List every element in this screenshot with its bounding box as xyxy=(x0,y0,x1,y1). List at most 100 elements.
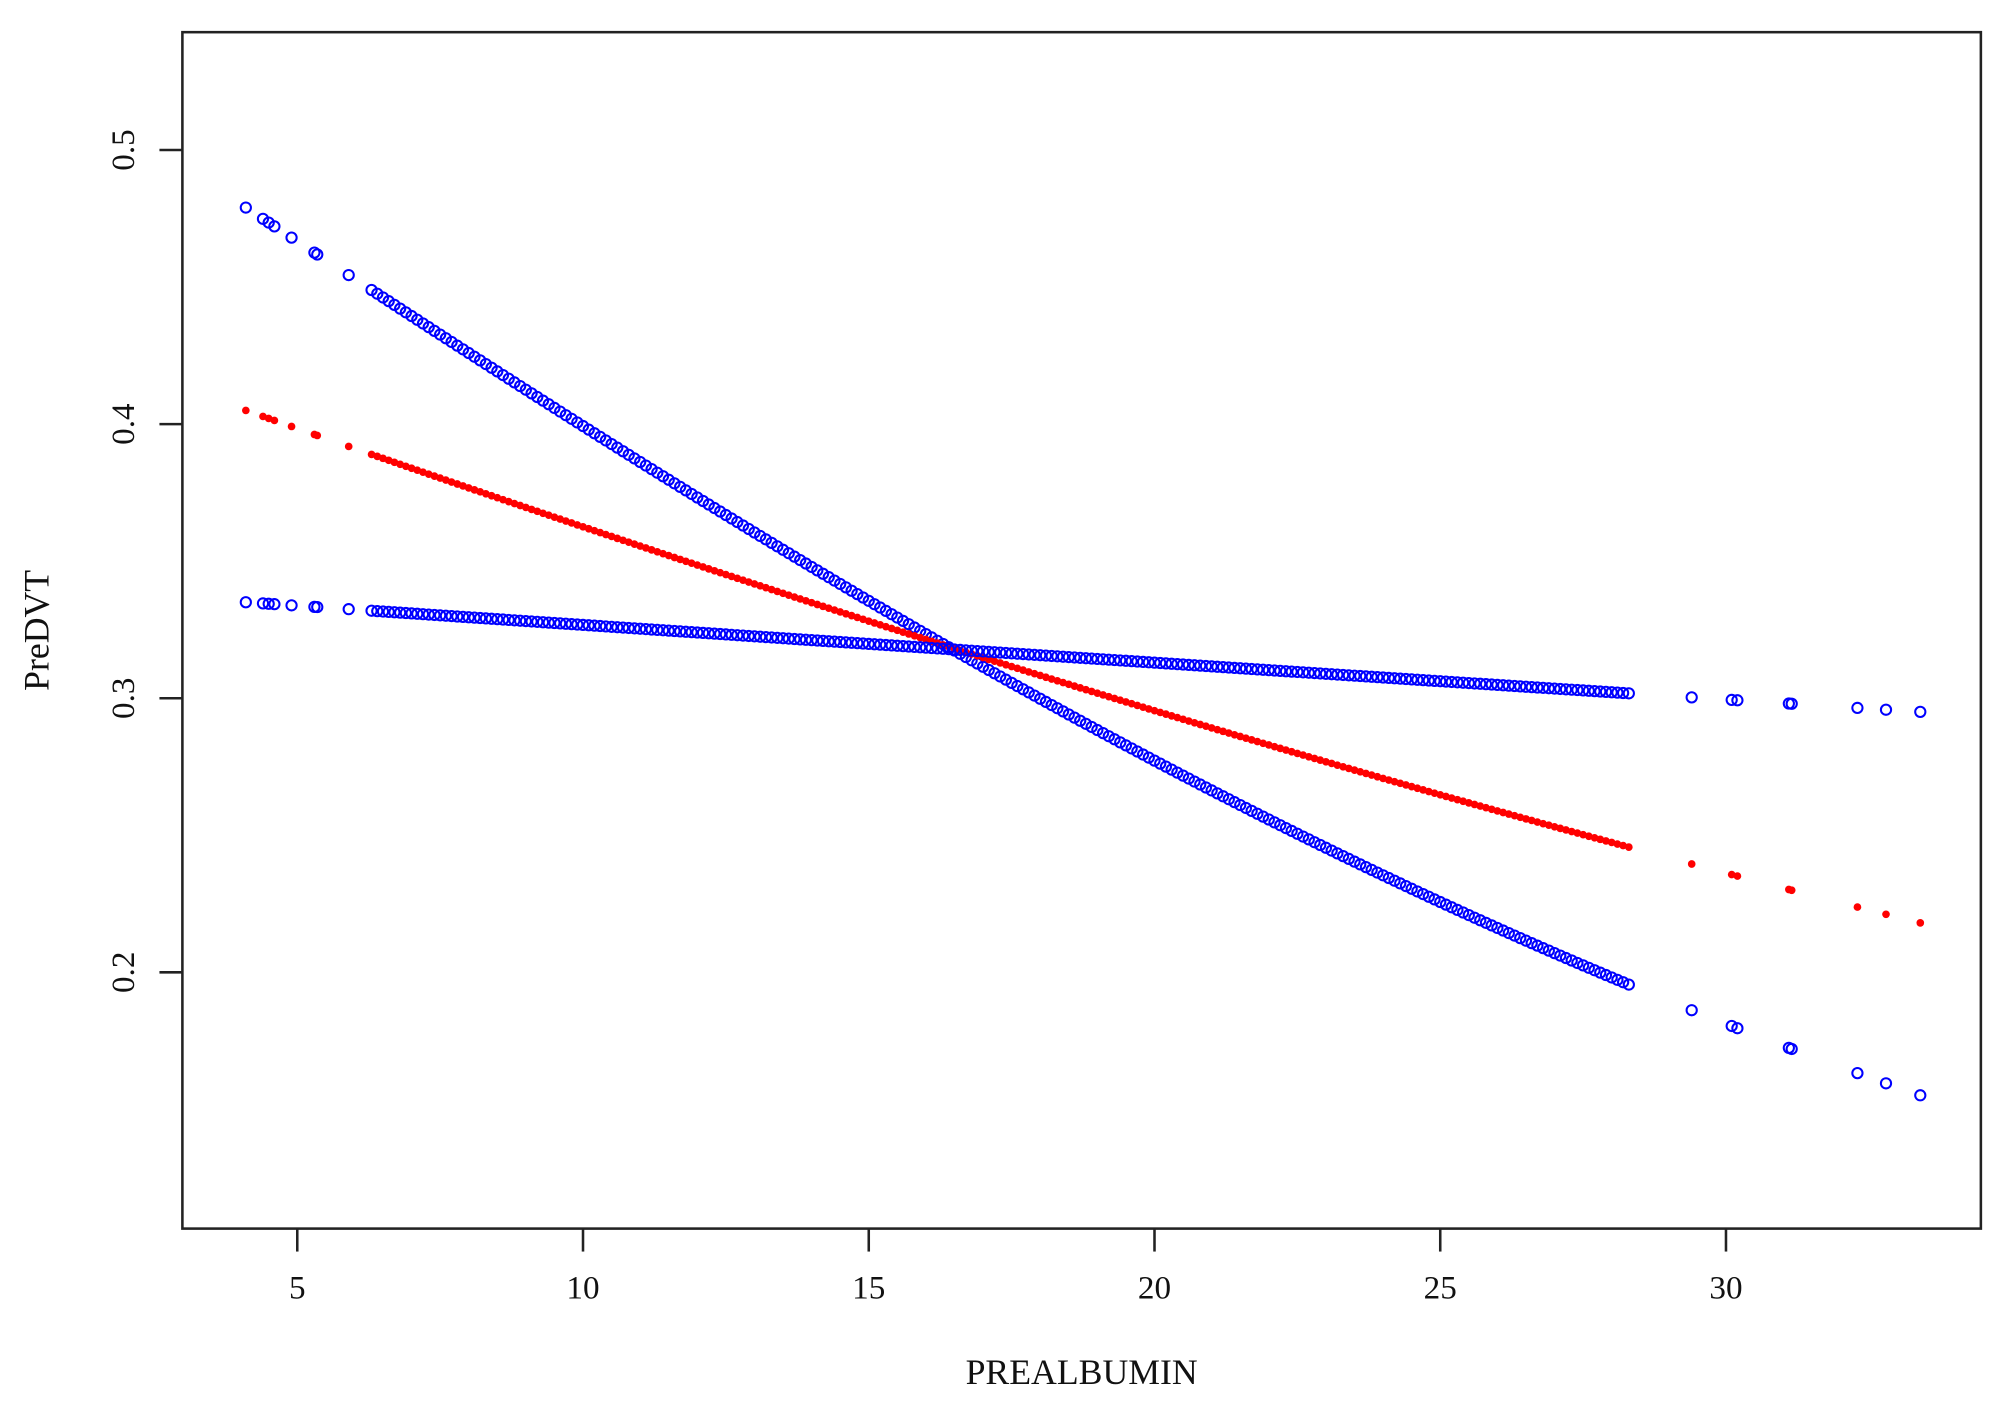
point-lower xyxy=(1274,664,1287,677)
point-upper xyxy=(1291,827,1304,840)
point-lower xyxy=(942,643,955,656)
point-upper xyxy=(1542,944,1555,957)
point-fit xyxy=(1853,903,1862,911)
point-lower xyxy=(1519,680,1533,693)
point-upper xyxy=(1525,937,1538,950)
point-upper xyxy=(1268,816,1281,829)
point-lower xyxy=(542,616,555,629)
point-fit xyxy=(242,406,250,415)
point-fit xyxy=(1916,919,1925,927)
point-lower xyxy=(554,617,567,630)
point-lower xyxy=(691,626,704,639)
point-lower xyxy=(1365,670,1378,683)
point-lower xyxy=(1022,648,1035,661)
point-upper xyxy=(1251,807,1264,820)
point-lower xyxy=(634,622,647,635)
point-lower xyxy=(662,624,675,637)
point-lower xyxy=(645,623,658,636)
point-lower xyxy=(1119,654,1133,667)
x-tick-label: 30 xyxy=(1709,1270,1742,1307)
point-upper xyxy=(1725,1019,1738,1033)
point-upper xyxy=(1302,833,1315,846)
point-lower xyxy=(765,631,778,644)
point-upper xyxy=(1485,919,1498,932)
point-lower xyxy=(1234,662,1247,675)
point-lower xyxy=(394,606,407,619)
y-axis: 0.2 0.3 0.4 0.5 xyxy=(105,129,183,993)
point-upper xyxy=(1308,836,1321,849)
point-upper xyxy=(1285,824,1298,838)
point-lower xyxy=(1851,701,1864,715)
point-upper xyxy=(1508,929,1521,942)
point-lower xyxy=(1325,668,1338,681)
point-lower xyxy=(1005,647,1018,660)
point-lower xyxy=(1228,661,1241,675)
point-lower xyxy=(491,613,504,626)
point-lower xyxy=(1354,669,1367,683)
point-lower xyxy=(1451,676,1464,689)
point-lower xyxy=(365,604,378,617)
point-lower xyxy=(1068,651,1081,664)
point-lower xyxy=(1194,659,1207,672)
point-lower xyxy=(422,608,435,621)
point-lower xyxy=(1182,658,1195,672)
point-upper xyxy=(1536,942,1550,955)
point-upper xyxy=(1565,954,1578,967)
point-lower xyxy=(1388,672,1401,685)
point-lower xyxy=(525,615,538,628)
point-lower xyxy=(594,619,607,633)
point-upper xyxy=(1405,882,1418,895)
point-lower xyxy=(685,626,698,639)
y-tick-label: 0.3 xyxy=(105,677,142,718)
point-upper xyxy=(268,220,281,233)
point-lower xyxy=(268,598,281,611)
point-upper xyxy=(1348,855,1361,868)
point-lower xyxy=(999,646,1013,660)
point-lower xyxy=(1159,657,1173,670)
point-lower xyxy=(311,600,324,614)
point-lower xyxy=(1091,652,1104,666)
point-upper xyxy=(239,201,252,214)
point-upper xyxy=(1239,801,1253,815)
y-axis-label: PreDVT xyxy=(16,570,56,691)
point-lower xyxy=(376,605,390,618)
point-lower xyxy=(1011,647,1024,660)
point-lower xyxy=(1785,697,1798,710)
point-lower xyxy=(1588,685,1601,698)
point-upper xyxy=(1616,976,1630,989)
point-fit xyxy=(1733,872,1742,880)
point-upper xyxy=(1422,890,1435,903)
point-lower xyxy=(548,616,561,630)
point-lower xyxy=(1594,685,1607,698)
point-lower xyxy=(439,609,452,622)
point-lower xyxy=(462,611,475,624)
point-lower xyxy=(1245,662,1258,676)
point-upper xyxy=(1474,914,1487,927)
point-lower xyxy=(748,630,761,643)
point-lower xyxy=(485,612,498,625)
point-lower xyxy=(1051,650,1064,663)
point-upper xyxy=(1439,898,1453,911)
point-lower xyxy=(388,606,401,619)
point-lower xyxy=(994,646,1007,659)
point-lower xyxy=(719,628,733,641)
point-upper xyxy=(342,268,355,282)
point-lower xyxy=(1725,693,1738,707)
point-lower xyxy=(1514,680,1527,693)
point-lower xyxy=(914,641,927,654)
point-upper xyxy=(1319,841,1333,854)
point-upper xyxy=(1394,877,1407,890)
point-lower xyxy=(839,636,853,649)
point-upper xyxy=(1325,844,1338,857)
point-lower xyxy=(611,621,624,634)
point-upper xyxy=(1342,852,1355,866)
y-tick-label: 0.4 xyxy=(105,403,142,445)
point-lower xyxy=(1279,665,1293,678)
point-lower xyxy=(1016,647,1030,661)
point-lower xyxy=(1125,655,1138,668)
point-upper xyxy=(1371,866,1384,879)
point-lower xyxy=(1331,668,1344,681)
point-lower xyxy=(1914,705,1927,719)
point-lower xyxy=(1256,663,1270,676)
